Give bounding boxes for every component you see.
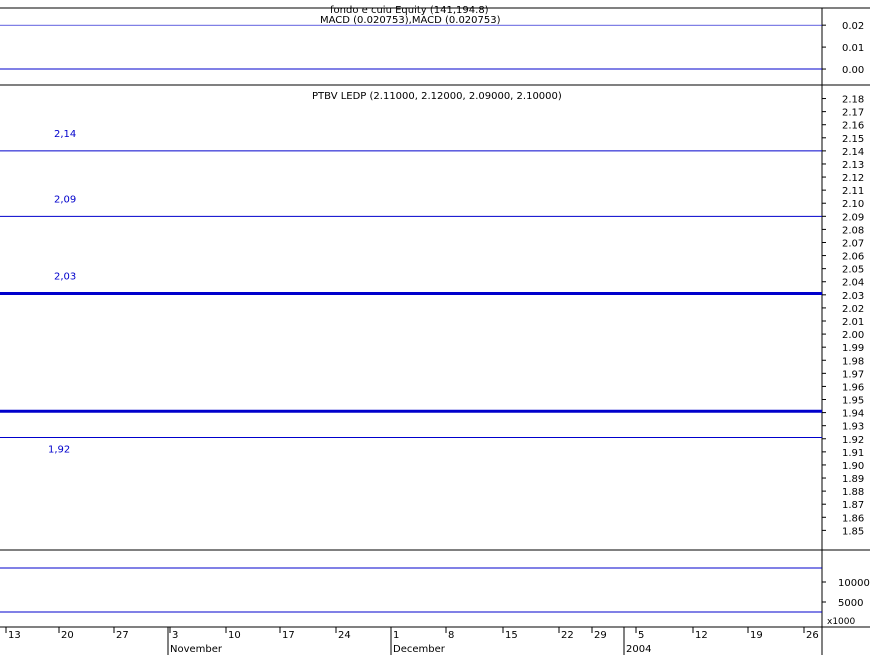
x-axis: 13 20 27 3 10 17 24 1 8 15 22 29 5 12 19 26 November Dece… bbox=[5, 627, 819, 655]
month-label: November bbox=[170, 644, 223, 655]
price-tick-label: 1.91 bbox=[842, 448, 864, 459]
macd-tick-label: 0.02 bbox=[842, 21, 864, 32]
x-tick-label: 10 bbox=[228, 630, 241, 641]
price-tick-label: 2.06 bbox=[842, 252, 864, 263]
price-tick-label: 2.11 bbox=[842, 186, 864, 197]
price-tick-label: 2.18 bbox=[842, 95, 864, 106]
level-label: 2,14 bbox=[54, 129, 76, 140]
price-tick-label: 1.96 bbox=[842, 382, 864, 393]
x-tick-label: 20 bbox=[61, 630, 74, 641]
month-label: December bbox=[393, 644, 446, 655]
x-tick-label: 17 bbox=[282, 630, 295, 641]
x-tick-label: 27 bbox=[116, 630, 129, 641]
price-tick-label: 2.17 bbox=[842, 108, 864, 119]
price-tick-label: 1.92 bbox=[842, 435, 864, 446]
price-tick-label: 2.01 bbox=[842, 317, 864, 328]
price-tick-label: 1.85 bbox=[842, 526, 864, 537]
macd-tick-label: 0.01 bbox=[842, 43, 864, 54]
volume-multiplier: x1000 bbox=[827, 617, 856, 627]
macd-tick-label: 0.00 bbox=[842, 65, 864, 76]
price-tick-label: 2.16 bbox=[842, 121, 864, 132]
x-tick-label: 15 bbox=[505, 630, 518, 641]
x-tick-label: 5 bbox=[638, 630, 644, 641]
x-tick-label: 8 bbox=[448, 630, 454, 641]
price-tick-label: 2.15 bbox=[842, 134, 864, 145]
price-tick-label: 2.14 bbox=[842, 147, 864, 158]
price-title: PTBV LEDP (2.11000, 2.12000, 2.09000, 2.… bbox=[312, 91, 562, 102]
price-tick-label: 1.98 bbox=[842, 356, 864, 367]
volume-tick-label: 10000 bbox=[838, 578, 870, 589]
x-tick-label: 3 bbox=[172, 630, 178, 641]
price-tick-label: 1.90 bbox=[842, 461, 864, 472]
price-tick-label: 1.89 bbox=[842, 474, 864, 485]
volume-panel: 10000 5000 bbox=[0, 567, 870, 613]
macd-panel: 0.02 0.01 0.00 bbox=[0, 21, 864, 76]
volume-tick-label: 5000 bbox=[838, 598, 863, 609]
price-panel: 2.18 2.17 2.16 2.15 2.14 2.13 2.12 2.11 2.10 2.09… bbox=[0, 95, 864, 537]
price-tick-label: 2.03 bbox=[842, 291, 864, 302]
price-tick-label: 1.88 bbox=[842, 487, 864, 498]
x-tick-label: 26 bbox=[806, 630, 819, 641]
price-tick-label: 1.86 bbox=[842, 513, 864, 524]
price-tick-label: 2.10 bbox=[842, 199, 864, 210]
price-tick-label: 2.00 bbox=[842, 330, 864, 341]
macd-title: MACD (0.020753),MACD (0.020753) bbox=[320, 15, 501, 26]
price-tick-label: 1.97 bbox=[842, 369, 864, 380]
price-tick-label: 2.13 bbox=[842, 160, 864, 171]
price-tick-label: 2.08 bbox=[842, 225, 864, 236]
overlay-title: fondo e cuiu Equity (141,194.8) bbox=[330, 5, 489, 16]
x-tick-label: 19 bbox=[750, 630, 763, 641]
price-tick-label: 1.87 bbox=[842, 500, 864, 511]
price-tick-label: 2.07 bbox=[842, 238, 864, 249]
price-tick-label: 2.02 bbox=[842, 304, 864, 315]
x-tick-label: 13 bbox=[8, 630, 21, 641]
x-tick-label: 12 bbox=[695, 630, 708, 641]
price-tick-label: 2.04 bbox=[842, 278, 864, 289]
price-tick-label: 1.93 bbox=[842, 422, 864, 433]
price-tick-label: 1.94 bbox=[842, 409, 864, 420]
x-tick-label: 22 bbox=[561, 630, 574, 641]
month-label: 2004 bbox=[626, 644, 651, 655]
price-tick-label: 1.95 bbox=[842, 396, 864, 407]
price-tick-label: 2.09 bbox=[842, 212, 864, 223]
x-tick-label: 24 bbox=[338, 630, 351, 641]
panel-frames bbox=[0, 7, 870, 655]
x-tick-label: 1 bbox=[393, 630, 399, 641]
price-tick-label: 2.05 bbox=[842, 265, 864, 276]
price-tick-label: 2.12 bbox=[842, 173, 864, 184]
level-label: 2,09 bbox=[54, 194, 76, 205]
x-tick-label: 29 bbox=[594, 630, 607, 641]
price-tick-label: 1.99 bbox=[842, 343, 864, 354]
level-label: 1,92 bbox=[48, 444, 70, 455]
level-label: 2,03 bbox=[54, 272, 76, 283]
